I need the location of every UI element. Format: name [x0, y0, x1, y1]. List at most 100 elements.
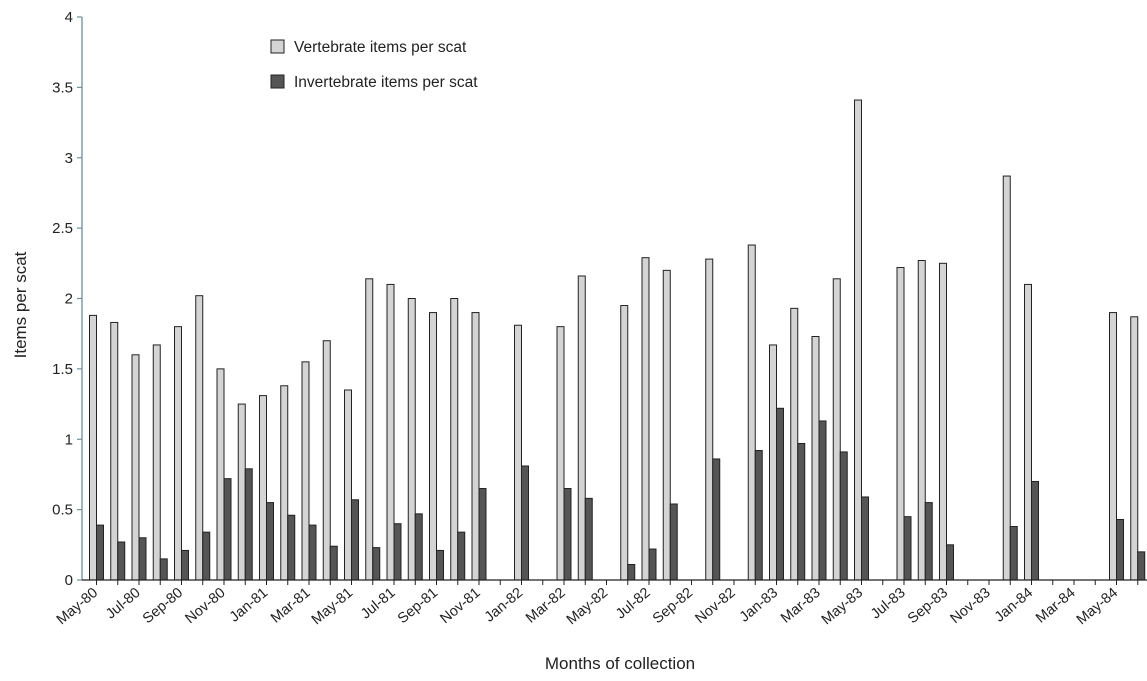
x-tick-label: May-84	[1074, 585, 1121, 628]
y-tick-label: 1.5	[52, 361, 73, 378]
invertebrate-bar	[1031, 480, 1039, 581]
invertebrate-bar	[776, 407, 784, 581]
invertebrate-bar	[818, 420, 827, 581]
y-tick-label: 1	[65, 431, 73, 448]
x-tick-label: Jul-80	[103, 585, 144, 623]
vertebrate-bar	[939, 262, 947, 581]
vertebrate-bar	[1130, 316, 1139, 581]
x-tick-label: Mar-84	[1033, 585, 1078, 627]
vertebrate-bar	[280, 385, 289, 581]
vertebrate-bar	[344, 389, 352, 581]
invertebrate-bar	[329, 545, 338, 581]
y-tick-label: 3.5	[52, 79, 73, 96]
vertebrate-bar	[854, 99, 862, 581]
vertebrate-bar	[620, 305, 629, 581]
invertebrate-bar	[946, 544, 954, 581]
x-tick-label: Nov-83	[947, 585, 993, 627]
invertebrate-bar	[563, 488, 572, 581]
invertebrate-bar	[797, 442, 806, 581]
invertebrate-bar	[648, 548, 657, 581]
y-tick-label: 3	[65, 150, 73, 167]
invertebrate-bar	[372, 547, 381, 581]
vertebrate-bar	[811, 336, 820, 581]
vertebrate-bar	[152, 344, 161, 581]
invertebrate-bar	[861, 496, 869, 581]
x-tick-label: Jul-82	[613, 585, 654, 623]
invertebrate-bar	[244, 468, 253, 581]
legend-swatch-invertebrate	[270, 74, 285, 89]
vertebrate-bar	[89, 314, 97, 581]
vertebrate-bar	[216, 368, 225, 581]
invertebrate-bar	[351, 499, 359, 581]
legend-label-invertebrate: Invertebrate items per scat	[294, 74, 478, 91]
x-tick-label: Jan-83	[737, 585, 781, 626]
x-tick-label: May-83	[819, 585, 866, 628]
x-tick-label: Sep-83	[905, 585, 951, 627]
bars	[89, 99, 1146, 581]
vertebrate-bar	[365, 278, 374, 581]
vertebrate-bar	[917, 259, 926, 581]
x-axis-title: Months of collection	[545, 654, 695, 673]
x-tick-label: Mar-83	[778, 585, 823, 627]
y-tick-label: 2.5	[52, 220, 73, 237]
invertebrate-bar	[584, 497, 593, 581]
vertebrate-bar	[195, 295, 204, 581]
vertebrate-bar	[407, 298, 416, 581]
x-tick-label: May-82	[564, 585, 611, 628]
vertebrate-bar	[896, 267, 905, 581]
x-tick-label: Jul-81	[358, 585, 399, 623]
x-tick-label: Jan-84	[992, 585, 1036, 626]
invertebrate-bar	[839, 451, 848, 581]
y-tick-label: 0.5	[52, 502, 73, 519]
x-tick-label: Sep-82	[650, 585, 696, 627]
invertebrate-bar	[117, 541, 126, 581]
invertebrate-bar	[521, 465, 529, 581]
x-tick-label: May-80	[54, 585, 101, 628]
x-tick-label: Jan-82	[482, 585, 526, 626]
vertebrate-bar	[1024, 283, 1032, 581]
x-tick-label: Mar-82	[523, 585, 568, 627]
vertebrate-bar	[471, 312, 480, 581]
invertebrate-bar	[436, 549, 444, 581]
vertebrate-bar	[429, 312, 437, 581]
vertebrate-bar	[237, 403, 246, 581]
invertebrate-bar	[669, 503, 678, 581]
vertebrate-bar	[386, 283, 395, 581]
vertebrate-bar	[131, 354, 140, 581]
y-tick-label: 2	[65, 291, 73, 308]
vertebrate-bar	[514, 324, 522, 581]
vertebrate-bar	[174, 326, 182, 581]
x-tick-label: Nov-81	[437, 585, 483, 627]
invertebrate-bar	[138, 537, 147, 581]
x-tick-label: Jan-81	[227, 585, 271, 626]
invertebrate-bar	[181, 549, 189, 581]
invertebrate-bar	[924, 502, 933, 581]
x-tick-label: Nov-80	[182, 585, 228, 627]
vertebrate-bar	[790, 307, 799, 581]
y-axis-title: Items per scat	[11, 251, 30, 358]
legend: Vertebrate items per scat Invertebrate it…	[270, 39, 478, 91]
x-tick-label: May-81	[309, 585, 356, 628]
vertebrate-bar	[769, 344, 777, 581]
vertebrate-bar	[747, 244, 756, 581]
vertebrate-bar	[110, 321, 119, 581]
invertebrate-bar	[266, 502, 274, 581]
x-tick-label: Sep-81	[395, 585, 441, 627]
invertebrate-bar	[478, 488, 487, 581]
x-axis: May-80 Jul-80Sep-80Nov-80Jan-81Mar-81May-…	[54, 579, 1147, 628]
invertebrate-bar	[627, 564, 636, 581]
invertebrate-bar	[712, 458, 721, 581]
vertebrate-bar	[1109, 312, 1117, 581]
invertebrate-bar	[414, 513, 423, 581]
x-tick-label: Jul-83	[868, 585, 909, 623]
vertebrate-bar	[832, 278, 841, 581]
invertebrate-bar	[287, 514, 296, 581]
invertebrate-bar	[202, 531, 211, 581]
invertebrate-bar	[308, 524, 317, 581]
invertebrate-bar	[159, 558, 168, 581]
vertebrate-bar	[577, 275, 586, 581]
y-tick-label: 0	[65, 572, 73, 589]
vertebrate-bar	[662, 269, 671, 581]
x-tick-label: Nov-82	[692, 585, 738, 627]
vertebrate-bar	[322, 340, 331, 581]
